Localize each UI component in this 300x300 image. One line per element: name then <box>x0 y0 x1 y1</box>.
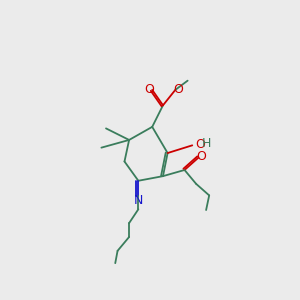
Text: N: N <box>134 194 143 207</box>
Text: O: O <box>144 83 154 96</box>
Text: O: O <box>196 150 206 164</box>
Text: O: O <box>195 138 205 151</box>
Text: H: H <box>202 136 211 149</box>
Text: O: O <box>173 83 183 96</box>
